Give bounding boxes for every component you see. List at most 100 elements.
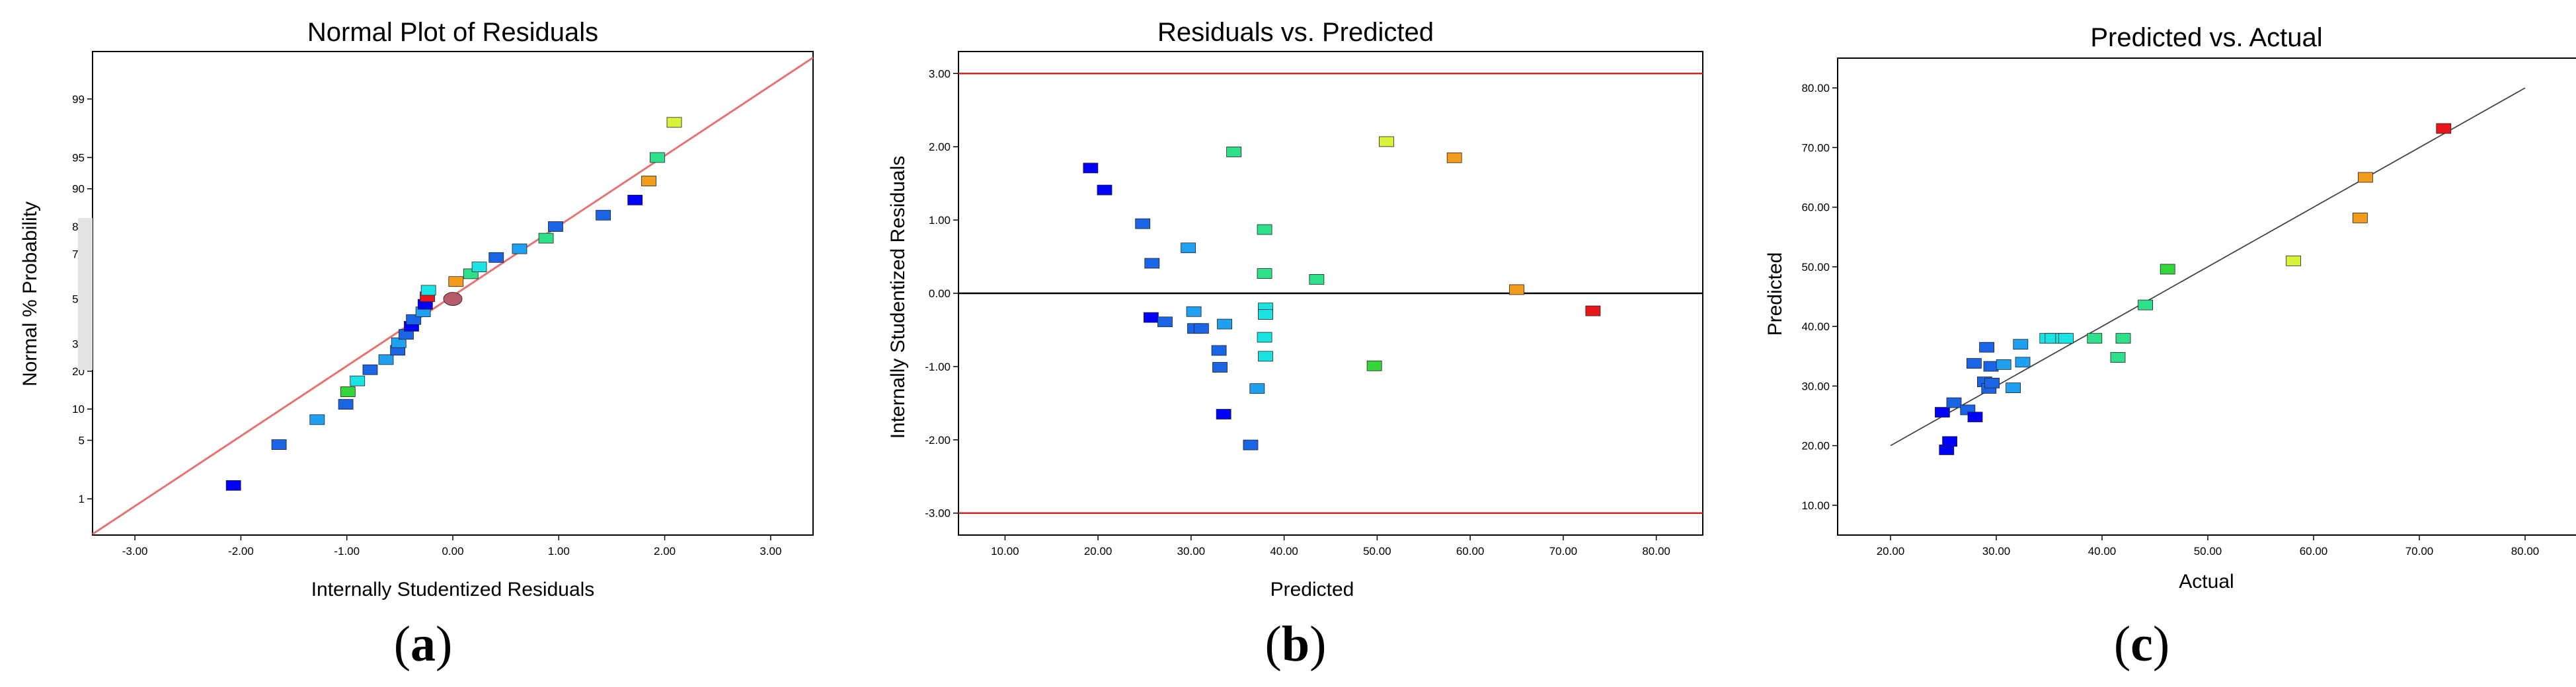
data-point [1186, 306, 1202, 317]
chart-title: Normal Plot of Residuals [307, 18, 598, 47]
y-tick-label: -2.00 [925, 434, 951, 447]
center-marker [443, 291, 463, 306]
data-point [1193, 323, 1209, 334]
data-point [1097, 184, 1112, 196]
data-point [548, 221, 563, 232]
data-point [538, 233, 554, 244]
data-point [338, 399, 354, 410]
data-point [2006, 382, 2021, 393]
data-point [420, 285, 436, 296]
panel-predicted-vs-actual: Predicted vs. Actual Actual Predicted 20… [1764, 23, 2576, 593]
points-group [1083, 136, 1601, 451]
x-tick-group: 20.00 30.00 40.00 50.00 60.00 70.00 80.00 [1877, 535, 2540, 558]
data-point [1226, 147, 1242, 157]
data-point [2357, 172, 2373, 183]
y-tick-label: 5 [79, 434, 85, 447]
data-point [1217, 318, 1232, 330]
y-tick-group: -3.00 -2.00 -1.00 0.00 1.00 2.00 3.00 [925, 67, 958, 520]
x-tick-label: 20.00 [1084, 545, 1112, 558]
data-point [1258, 351, 1273, 362]
data-point [1157, 316, 1173, 328]
x-tick-label: 50.00 [2194, 545, 2222, 558]
x-axis-label: Internally Studentized Residuals [311, 579, 595, 600]
y-tick-label: 70.00 [1801, 141, 1830, 154]
plot-frame [1837, 57, 2576, 536]
y-tick-label: 95 [72, 151, 85, 164]
chart-title: Residuals vs. Predicted [1157, 18, 1434, 47]
data-point [2058, 333, 2074, 344]
data-point [1211, 345, 1227, 356]
caption-b: (b) [1265, 616, 1327, 672]
x-tick-label: 30.00 [1982, 545, 2011, 558]
data-point [1984, 377, 2000, 388]
data-point [1996, 359, 2011, 370]
data-point [1143, 312, 1159, 323]
data-point [2138, 299, 2154, 310]
data-point [1257, 332, 1272, 343]
x-tick-label: -3.00 [122, 545, 148, 558]
data-point [596, 209, 611, 221]
data-point [1257, 224, 1272, 235]
y-tick-label: -1.00 [925, 361, 951, 373]
data-point [1181, 242, 1196, 254]
data-point [1585, 305, 1601, 316]
x-tick-label: 40.00 [1270, 545, 1298, 558]
x-tick-label: 70.00 [1549, 545, 1578, 558]
x-tick-group: 10.00 20.00 30.00 40.00 50.00 60.00 70.00 80.00 [991, 535, 1670, 558]
data-point [666, 117, 682, 128]
x-tick-label: 30.00 [1177, 545, 1206, 558]
data-point [2352, 212, 2368, 223]
data-point [1249, 383, 1265, 394]
data-point [1942, 436, 1958, 447]
data-point [1509, 284, 1524, 295]
x-tick-label: 60.00 [1456, 545, 1485, 558]
data-point [1934, 407, 1950, 417]
chart-title: Predicted vs. Actual [2090, 23, 2322, 52]
y-tick-label: 0.00 [929, 287, 951, 300]
data-point [1135, 218, 1151, 229]
data-point [2015, 357, 2031, 368]
y-tick-label: -3.00 [925, 507, 951, 520]
x-tick-label: 80.00 [2511, 545, 2540, 558]
data-point [340, 386, 356, 397]
y-tick-label: 1 [79, 493, 85, 505]
y-axis-label: Normal % Probability [19, 201, 41, 386]
data-point [350, 375, 366, 386]
x-axis-label: Actual [2179, 571, 2234, 593]
data-point [1309, 274, 1325, 285]
y-tick-label: 30.00 [1801, 380, 1830, 392]
y-tick-label: 10 [72, 403, 85, 416]
data-point [1946, 397, 1962, 408]
data-point [1379, 136, 1394, 147]
x-tick-label: 60.00 [2300, 545, 2328, 558]
data-point [1366, 360, 1382, 371]
x-tick-label: 80.00 [1642, 545, 1670, 558]
y-axis-label: Predicted [1764, 252, 1786, 336]
data-point [2013, 339, 2029, 350]
data-point [362, 364, 378, 375]
data-point [1967, 412, 1983, 423]
x-tick-group: -3.00 -2.00 -1.00 0.00 1.00 2.00 3.00 [122, 535, 781, 558]
data-point [1446, 152, 1462, 163]
x-tick-label: 50.00 [1363, 545, 1391, 558]
x-tick-label: 0.00 [442, 545, 463, 558]
x-tick-label: 1.00 [548, 545, 570, 558]
x-tick-label: -2.00 [228, 545, 254, 558]
density-rug [78, 218, 93, 370]
y-tick-label: 90 [72, 183, 85, 196]
data-point [2087, 333, 2103, 344]
data-point [378, 354, 394, 365]
data-point [512, 243, 527, 254]
data-point [2436, 123, 2452, 134]
caption-c: (c) [2114, 616, 2169, 672]
data-point [1243, 439, 1259, 451]
data-point [1258, 309, 1273, 320]
x-tick-label: 20.00 [1877, 545, 1905, 558]
y-tick-label: 99 [72, 93, 85, 106]
y-tick-label: 60.00 [1801, 201, 1830, 214]
y-tick-label: 50.00 [1801, 261, 1830, 273]
y-axis-label: Internally Studentized Residuals [887, 156, 909, 439]
data-point [471, 262, 487, 272]
data-point [309, 414, 325, 425]
data-point [2286, 255, 2302, 266]
